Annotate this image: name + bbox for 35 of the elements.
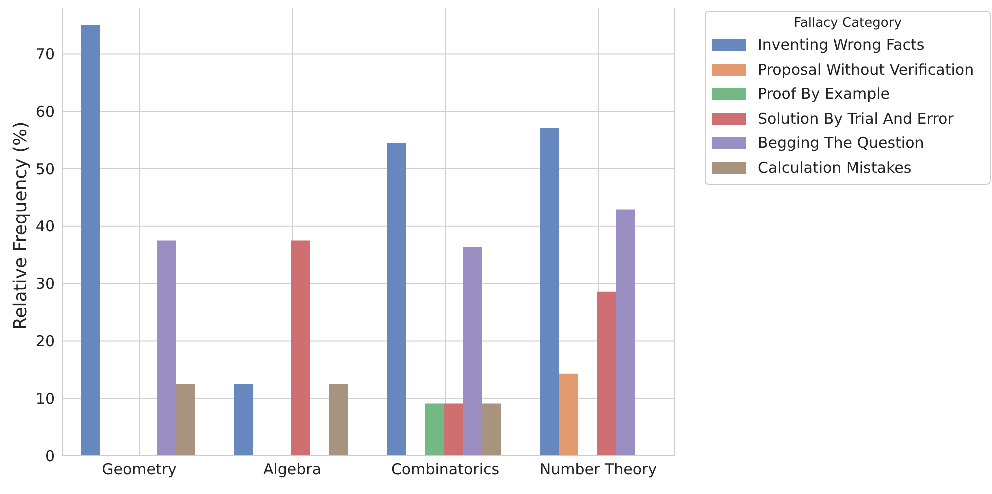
y-tick-label: 50 <box>36 160 55 178</box>
bar <box>81 26 100 456</box>
bar <box>291 240 310 456</box>
x-tick-label: Geometry <box>102 460 178 479</box>
x-tick-label: Number Theory <box>540 460 658 479</box>
y-tick-label: 0 <box>45 447 55 466</box>
legend-label: Begging The Question <box>758 134 924 152</box>
bar <box>463 247 482 456</box>
bar <box>482 404 502 456</box>
y-axis-title: Relative Frequency (%) <box>10 122 32 330</box>
y-tick-label: 20 <box>36 332 55 351</box>
bar <box>444 404 464 456</box>
y-tick-label: 40 <box>36 218 55 236</box>
x-tick-label: Algebra <box>263 460 322 479</box>
legend-label: Calculation Mistakes <box>758 158 912 177</box>
x-tick-label: Combinatorics <box>391 460 500 479</box>
bar <box>597 292 616 456</box>
bar <box>157 240 176 456</box>
bar <box>540 128 560 456</box>
legend-label: Inventing Wrong Facts <box>758 36 925 54</box>
legend-label: Proposal Without Verification <box>758 60 974 79</box>
bar <box>234 384 254 456</box>
legend-label: Solution By Trial And Error <box>758 110 954 128</box>
bar <box>559 374 578 456</box>
y-tick-label: 30 <box>36 275 55 294</box>
bar <box>329 384 348 456</box>
y-tick-label: 10 <box>36 390 55 408</box>
legend-label: Proof By Example <box>758 85 890 104</box>
y-tick-label: 60 <box>36 102 55 121</box>
bar <box>616 210 636 456</box>
bar <box>176 384 196 456</box>
y-tick-label: 70 <box>36 46 55 64</box>
bar <box>425 404 444 456</box>
bar <box>387 143 406 456</box>
legend-title: Fallacy Category <box>793 16 903 31</box>
